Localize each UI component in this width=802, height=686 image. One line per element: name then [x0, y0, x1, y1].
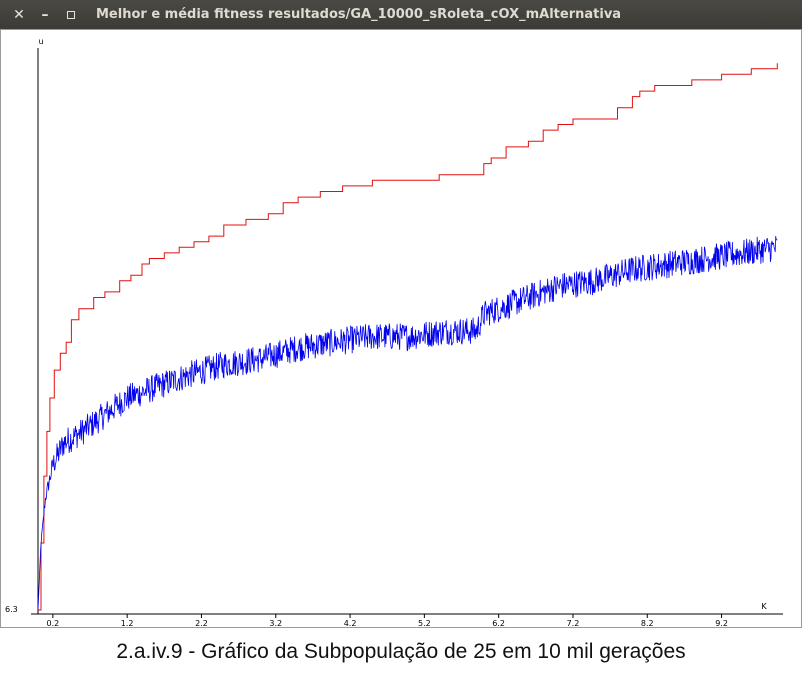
minimize-icon[interactable]: –	[41, 6, 49, 23]
x-tick-label: 5.2	[418, 619, 431, 627]
y-min-label: 6.3	[5, 605, 18, 614]
fitness-chart: u K 6.3 0.2 1.2 2.2 3.2 4.2 5.2 6.2 7.2 8.2 9.2	[5, 37, 783, 627]
x-tick-label: 0.2	[46, 619, 59, 627]
x-tick-label: 2.2	[195, 619, 208, 627]
chart-panel: u K 6.3 0.2 1.2 2.2 3.2 4.2 5.2 6.2 7.2 8.2 9.2	[0, 29, 802, 628]
window-titlebar: ✕ – Melhor e média fitness resultados/GA…	[0, 0, 802, 29]
x-tick-label: 4.2	[344, 619, 357, 627]
x-tick-label: 9.2	[715, 619, 728, 627]
x-tick-label: 1.2	[121, 619, 134, 627]
x-tick-label: 6.2	[492, 619, 505, 627]
x-tick-label: 7.2	[567, 619, 580, 627]
figure-caption: 2.a.iv.9 - Gráfico da Subpopulação de 25…	[116, 640, 686, 663]
x-tick-label: 8.2	[641, 619, 654, 627]
x-tick-label: 3.2	[269, 619, 282, 627]
series-line-1	[38, 63, 778, 611]
series-line-2	[37, 236, 778, 611]
close-icon[interactable]: ✕	[13, 6, 25, 23]
maximize-icon[interactable]	[60, 4, 82, 26]
x-axis-label: K	[761, 602, 767, 611]
y-axis-label: u	[38, 37, 43, 46]
window-title: Melhor e média fitness resultados/GA_100…	[96, 7, 622, 22]
